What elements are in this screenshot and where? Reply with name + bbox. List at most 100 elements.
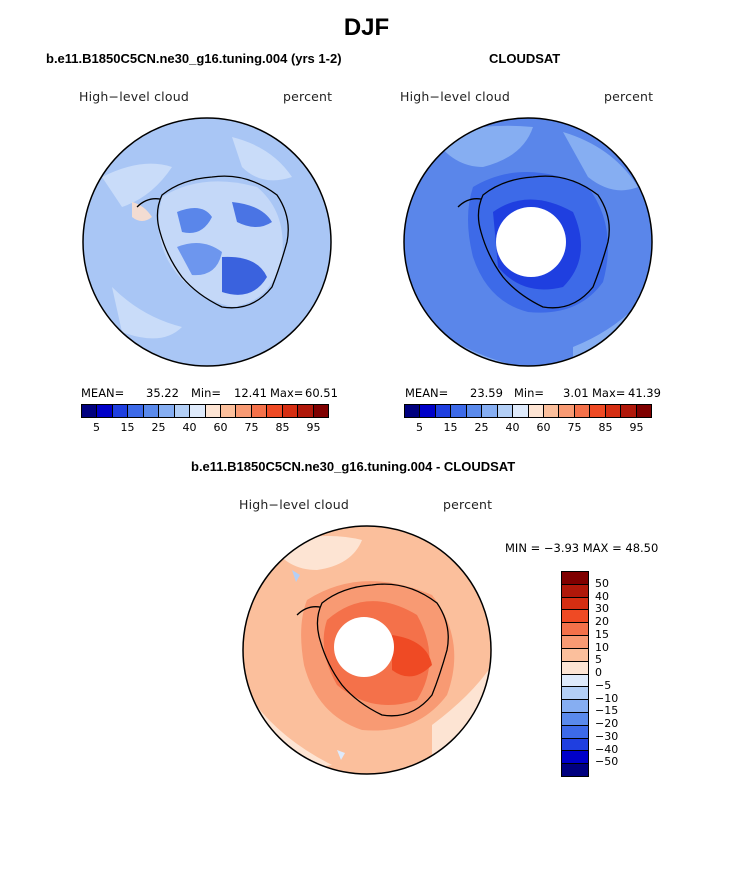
colorbar-tick-label: 15 (443, 421, 458, 434)
panel1-contour-low (177, 243, 222, 276)
colorbar-swatch (562, 623, 588, 637)
colorbar-swatch (97, 405, 113, 417)
colorbar-swatch (562, 751, 588, 765)
colorbar-tick-label: 95 (306, 421, 321, 434)
panel1-colorbar-ticks: 5 15 25 40 60 75 85 95 (81, 421, 327, 435)
colorbar-swatch (82, 405, 98, 417)
colorbar-swatch (482, 405, 498, 417)
colorbar-tick-label: 5 (416, 421, 423, 434)
colorbar-tick-label: 85 (275, 421, 290, 434)
colorbar-tick-label: 5 (93, 421, 100, 434)
colorbar-swatch (562, 597, 588, 611)
colorbar-swatch (190, 405, 206, 417)
panel3-minmax-readout: MIN = −3.93 MAX = 48.50 (505, 541, 659, 555)
panel2-mean-label: MEAN= (405, 386, 449, 400)
panel3-contour-negative (292, 570, 300, 582)
panel1-mean-label: MEAN= (81, 386, 125, 400)
colorbar-swatch (420, 405, 436, 417)
colorbar-tick-label: 10 (595, 640, 609, 654)
colorbar-swatch (128, 405, 144, 417)
panel3-contour-negative (427, 760, 435, 770)
colorbar-tick-label: 0 (595, 666, 602, 679)
panel1-contour-low (232, 202, 272, 227)
colorbar-swatch (497, 405, 514, 417)
colorbar-tick-label: 85 (598, 421, 613, 434)
colorbar-tick-label: 60 (536, 421, 551, 434)
colorbar-tick-label: −15 (595, 704, 619, 718)
colorbar-swatch (112, 405, 129, 417)
panel2-max-value: 41.39 (628, 386, 661, 400)
colorbar-swatch (405, 405, 421, 417)
colorbar-swatch (621, 405, 637, 417)
colorbar-swatch (562, 648, 588, 662)
colorbar-tick-label: −5 (595, 678, 612, 692)
colorbar-tick-label: 25 (151, 421, 166, 434)
panel1-contour-lowest (222, 256, 267, 295)
panel3-contour-negative (337, 750, 345, 760)
colorbar-swatch (220, 405, 237, 417)
panel2-polar-map (403, 117, 653, 367)
panel3-missing-data (334, 617, 394, 677)
colorbar-swatch (528, 405, 544, 417)
panel1-variable-label: High−level cloud (79, 89, 189, 104)
colorbar-tick-label: 95 (629, 421, 644, 434)
panel2-mean-value: 23.59 (470, 386, 503, 400)
colorbar-swatch (435, 405, 452, 417)
panel2-contour-light (563, 132, 638, 191)
colorbar-swatch (562, 700, 588, 713)
colorbar-swatch (267, 405, 283, 417)
colorbar-tick-label: 50 (595, 576, 609, 590)
colorbar-swatch (313, 405, 328, 417)
colorbar-swatch (590, 405, 606, 417)
panel2-coastline (457, 175, 610, 309)
colorbar-swatch (559, 405, 575, 417)
panel1-min-label: Min= (191, 386, 222, 400)
colorbar-swatch (205, 405, 221, 417)
panel3-coastline (296, 583, 449, 717)
colorbar-tick-label: 75 (244, 421, 259, 434)
panel1-contour-light (102, 163, 172, 207)
panel2-colorbar-ticks: 5 15 25 40 60 75 85 95 (404, 421, 650, 435)
panel1-mean-value: 35.22 (146, 386, 179, 400)
panel3-polar-map (242, 525, 492, 775)
colorbar-tick-label: 20 (595, 615, 609, 628)
colorbar-swatch (282, 405, 299, 417)
panel1-min-value: 12.41 (234, 386, 267, 400)
figure-title: DJF (343, 14, 390, 41)
colorbar-swatch (543, 405, 560, 417)
colorbar-tick-label: 40 (505, 421, 520, 434)
colorbar-tick-label: 25 (474, 421, 489, 434)
panel2-subtitle: CLOUDSAT (489, 51, 561, 66)
panel1-units-label: percent (283, 89, 333, 104)
panel2-variable-label: High−level cloud (400, 89, 510, 104)
panel2-units-label: percent (604, 89, 654, 104)
colorbar-swatch (562, 712, 588, 726)
panel3-contour-highest (392, 635, 432, 677)
colorbar-swatch (562, 661, 588, 675)
panel1-colorbar (81, 404, 329, 418)
panel1-coastline (136, 175, 289, 309)
panel1-max-value: 60.51 (305, 386, 338, 400)
colorbar-swatch (466, 405, 483, 417)
panel2-min-label: Min= (514, 386, 545, 400)
panel2-min-value: 3.01 (563, 386, 589, 400)
colorbar-swatch (451, 405, 467, 417)
colorbar-swatch (562, 674, 588, 688)
colorbar-tick-label: 5 (595, 653, 602, 667)
panel1-contour-light (232, 137, 292, 181)
panel3-subtitle: b.e11.B1850C5CN.ne30_g16.tuning.004 - CL… (191, 459, 516, 474)
panel3-variable-label: High−level cloud (239, 497, 349, 512)
panel1-max-label: Max= (270, 386, 304, 400)
colorbar-swatch (143, 405, 160, 417)
colorbar-tick-label: −30 (595, 729, 619, 743)
colorbar-swatch (562, 572, 588, 585)
panel1-subtitle: b.e11.B1850C5CN.ne30_g16.tuning.004 (yrs… (46, 51, 342, 66)
colorbar-swatch (562, 636, 588, 649)
colorbar-swatch (574, 405, 591, 417)
colorbar-swatch (562, 725, 588, 739)
colorbar-swatch (636, 405, 651, 417)
colorbar-swatch (605, 405, 622, 417)
panel2-missing-data (496, 207, 566, 277)
colorbar-swatch (562, 610, 588, 624)
colorbar-tick-label: −40 (595, 742, 619, 756)
